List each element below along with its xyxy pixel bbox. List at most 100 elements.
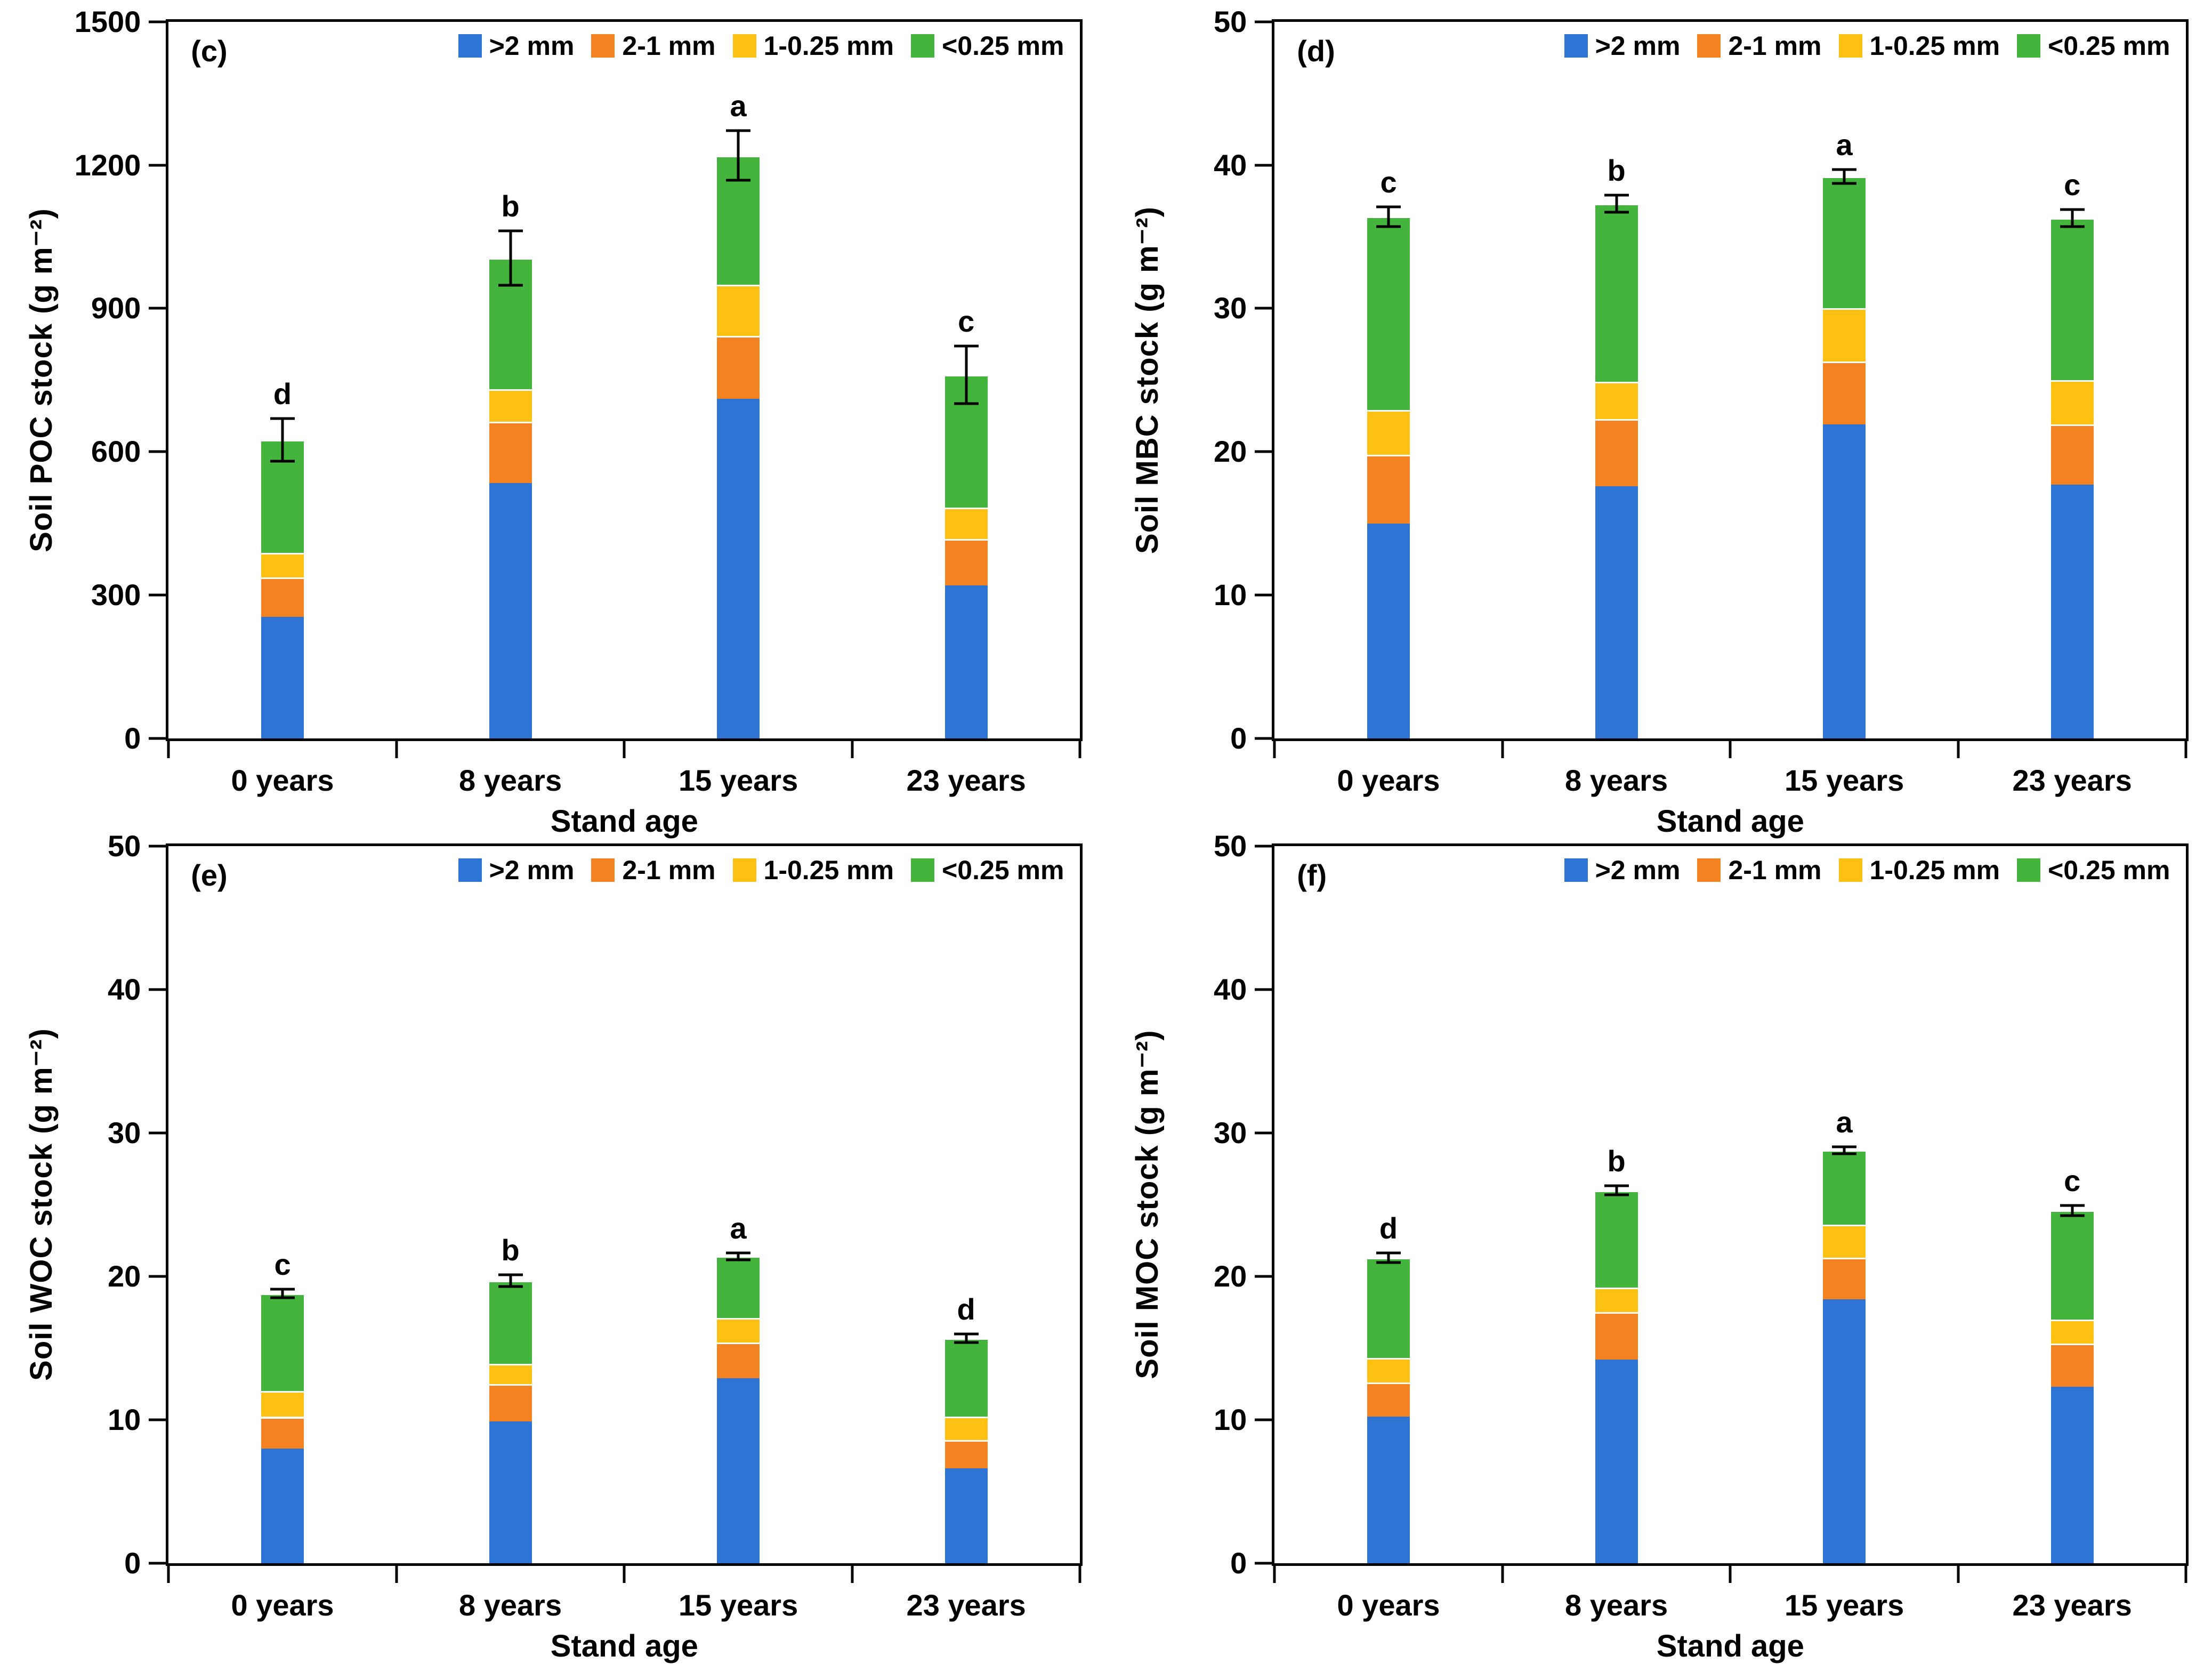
y-tick-label: 10 bbox=[107, 1402, 141, 1436]
bar-segment bbox=[1367, 1358, 1410, 1382]
bar-segment bbox=[489, 483, 532, 739]
bar-segment bbox=[1367, 1257, 1410, 1358]
error-bar-cap bbox=[1604, 1184, 1629, 1187]
bar-segment bbox=[944, 539, 988, 586]
error-bar-cap bbox=[1832, 182, 1857, 185]
error-bar bbox=[965, 1333, 968, 1343]
bar-segment bbox=[1595, 1312, 1638, 1360]
error-bar bbox=[1615, 195, 1618, 213]
y-tick-label: 40 bbox=[1213, 148, 1247, 182]
y-tick-label: 40 bbox=[1213, 972, 1247, 1007]
category-label: 0 years bbox=[1337, 1588, 1440, 1622]
legend-item: 2-1 mm bbox=[591, 855, 716, 886]
legend-swatch-icon bbox=[591, 858, 615, 882]
legend-item: 2-1 mm bbox=[1697, 855, 1822, 886]
error-bar bbox=[1387, 206, 1390, 227]
stacked-bar-15-years: a bbox=[1823, 846, 1866, 1563]
error-bar-cap bbox=[1604, 1193, 1629, 1196]
x-tick-mark bbox=[1078, 1565, 1081, 1583]
bar-segment bbox=[1595, 381, 1638, 419]
y-tick-mark bbox=[1255, 1562, 1272, 1565]
y-tick-mark bbox=[149, 737, 166, 740]
y-tick-mark bbox=[149, 845, 166, 848]
legend-item: 2-1 mm bbox=[591, 30, 716, 61]
error-bar-cap bbox=[498, 284, 523, 287]
y-tick-mark bbox=[1255, 164, 1272, 167]
x-axis-label: Stand age bbox=[550, 804, 698, 839]
bar-segment bbox=[2050, 1319, 2094, 1344]
significance-letter: b bbox=[501, 1233, 520, 1267]
error-bar bbox=[509, 1275, 512, 1287]
y-tick-label: 0 bbox=[124, 721, 141, 755]
panel-e: Soil WOC stock (g m⁻²) (e) >2 mm 2-1 mm 1-… bbox=[0, 825, 1106, 1663]
legend-swatch-icon bbox=[1838, 858, 1862, 882]
bar-segment bbox=[717, 1317, 760, 1343]
legend-swatch-icon bbox=[458, 858, 482, 882]
significance-letter: b bbox=[1607, 154, 1626, 187]
bar-segment bbox=[261, 1293, 304, 1392]
legend-swatch-icon bbox=[1697, 858, 1721, 882]
legend-label: >2 mm bbox=[489, 30, 575, 61]
error-bar-cap bbox=[2060, 1214, 2085, 1217]
category-label: 0 years bbox=[231, 763, 334, 798]
bar-segment bbox=[1823, 308, 1866, 361]
bar-segment bbox=[1367, 216, 1410, 411]
legend-label: 2-1 mm bbox=[1728, 30, 1822, 61]
error-bar-cap bbox=[1376, 205, 1401, 208]
legend-item: <0.25 mm bbox=[911, 855, 1064, 886]
legend-swatch-icon bbox=[911, 858, 935, 882]
legend-label: >2 mm bbox=[489, 855, 575, 886]
category-label: 23 years bbox=[2012, 763, 2132, 798]
y-tick-mark bbox=[149, 1131, 166, 1135]
legend-item: >2 mm bbox=[1564, 30, 1680, 61]
significance-letter: a bbox=[1836, 127, 1853, 162]
legend-item: <0.25 mm bbox=[911, 30, 1064, 61]
y-tick-label: 900 bbox=[91, 291, 141, 325]
x-axis-label: Stand age bbox=[550, 1628, 698, 1663]
bar-segment bbox=[1823, 1150, 1866, 1225]
legend-swatch-icon bbox=[458, 34, 482, 58]
stacked-bar-23-years: d bbox=[944, 846, 988, 1563]
error-bar-cap bbox=[1376, 225, 1401, 228]
stacked-bar-15-years: a bbox=[717, 846, 760, 1563]
significance-letter: a bbox=[1836, 1105, 1853, 1139]
panel-c: Soil POC stock (g m⁻²) (c) >2 mm 2-1 mm 1-… bbox=[0, 0, 1106, 839]
y-tick-mark bbox=[149, 1418, 166, 1421]
error-bar bbox=[1387, 1252, 1390, 1263]
legend-d: >2 mm 2-1 mm 1-0.25 mm <0.25 mm bbox=[1564, 30, 2170, 61]
legend-label: 1-0.25 mm bbox=[1869, 30, 2000, 61]
category-label: 8 years bbox=[459, 1588, 562, 1622]
category-label: 15 years bbox=[679, 763, 798, 798]
y-tick-mark bbox=[1255, 1275, 1272, 1278]
error-bar-cap bbox=[954, 1341, 979, 1344]
bar-segment bbox=[1595, 1359, 1638, 1563]
bar-segment bbox=[717, 398, 760, 739]
bar-segment bbox=[1595, 1190, 1638, 1288]
error-bar-cap bbox=[270, 1288, 295, 1291]
y-tick-mark bbox=[149, 593, 166, 597]
significance-letter: c bbox=[2064, 167, 2081, 202]
legend-label: <0.25 mm bbox=[2048, 30, 2170, 61]
x-tick-mark bbox=[167, 1565, 170, 1583]
error-bar-cap bbox=[2060, 208, 2085, 211]
category-label: 15 years bbox=[1785, 763, 1904, 798]
stacked-bar-8-years: b bbox=[489, 846, 532, 1563]
panel-letter: (f) bbox=[1297, 858, 1327, 893]
category-label: 23 years bbox=[906, 1588, 1026, 1622]
y-tick-mark bbox=[149, 1562, 166, 1565]
legend-item: >2 mm bbox=[458, 30, 575, 61]
significance-letter: d bbox=[957, 1292, 975, 1326]
x-tick-mark bbox=[2184, 1565, 2187, 1583]
legend-item: 1-0.25 mm bbox=[1838, 30, 2000, 61]
bar-segment bbox=[944, 1440, 988, 1469]
bar-segment bbox=[1367, 1417, 1410, 1563]
y-tick-mark bbox=[1255, 593, 1272, 597]
stacked-bar-0-years: d bbox=[261, 22, 304, 739]
y-tick-mark bbox=[1255, 1418, 1272, 1421]
bar-segment bbox=[1823, 1225, 1866, 1258]
error-bar-cap bbox=[726, 1251, 751, 1255]
error-bar bbox=[1843, 169, 1846, 184]
bar-segment bbox=[1367, 1382, 1410, 1417]
legend-label: 2-1 mm bbox=[1728, 855, 1822, 886]
bar-segment bbox=[944, 1417, 988, 1440]
